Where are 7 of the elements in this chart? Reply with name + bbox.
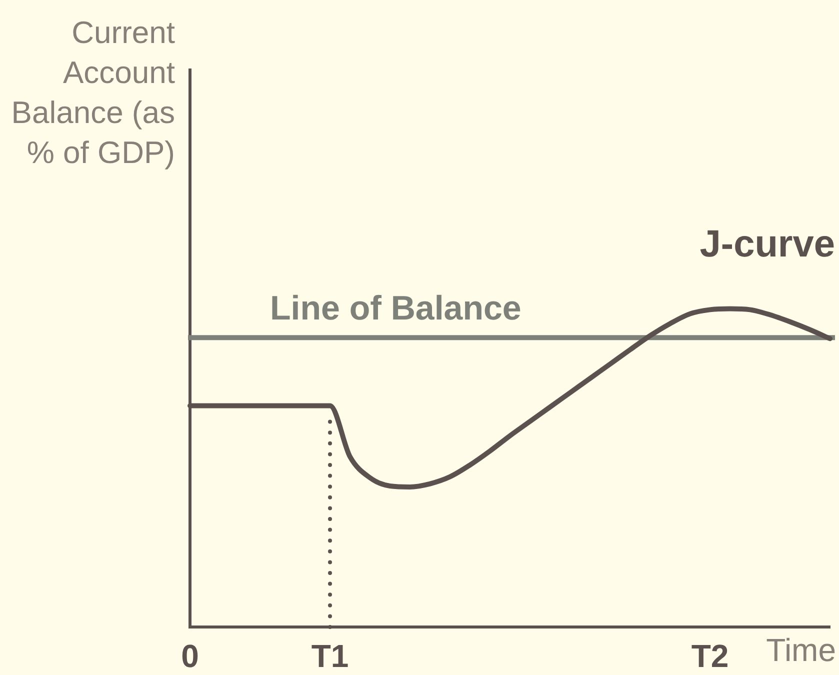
series-label: J-curve	[700, 224, 835, 266]
x-tick-label: 0	[181, 638, 199, 674]
x-axis-title: Time	[766, 632, 836, 668]
ref-line-label: Line of Balance	[270, 290, 522, 328]
y-axis-title: Current Account Balance (as % of GDP)	[11, 15, 176, 170]
x-tick-label: T1	[311, 638, 349, 674]
x-tick-label: T2	[691, 638, 729, 674]
